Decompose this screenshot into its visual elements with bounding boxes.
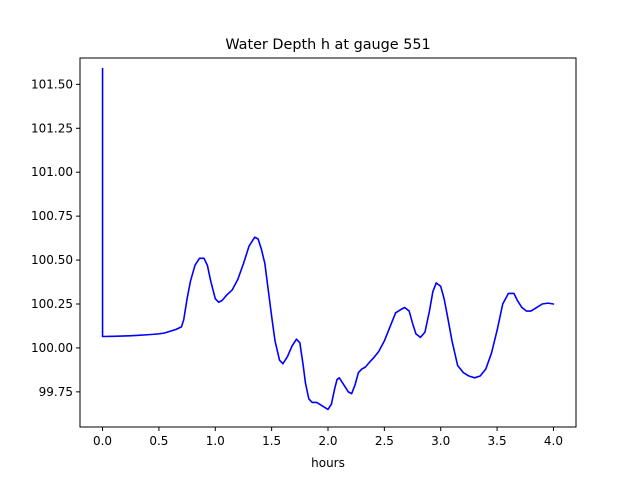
y-tick-label: 101.50 [31,77,73,91]
x-tick-label: 1.0 [206,434,225,448]
x-axis-label: hours [311,456,345,470]
x-tick-label: 2.5 [375,434,394,448]
x-tick-label: 4.0 [544,434,563,448]
chart-title: Water Depth h at gauge 551 [225,37,430,53]
y-tick-label: 100.25 [31,297,73,311]
y-tick-label: 100.75 [31,209,73,223]
x-axis-ticks: 0.0 0.5 1.0 1.5 2.0 2.5 3.0 3.5 4.0 [93,427,563,448]
x-tick-label: 2.0 [318,434,337,448]
y-tick-label: 100.50 [31,253,73,267]
y-tick-label: 101.00 [31,165,73,179]
x-tick-label: 3.5 [488,434,507,448]
x-tick-label: 0.5 [149,434,168,448]
x-tick-label: 0.0 [93,434,112,448]
series-line-0 [101,67,555,411]
y-tick-label: 100.00 [31,341,73,355]
axes-frame [79,57,577,428]
x-tick-label: 1.5 [262,434,281,448]
y-axis-ticks: 99.75 100.00 100.25 100.50 100.75 101.00 101.2… [31,77,80,399]
x-tick-label: 3.0 [431,434,450,448]
plot-area [101,67,555,411]
y-tick-label: 101.25 [31,121,73,135]
y-tick-label: 99.75 [39,385,73,399]
